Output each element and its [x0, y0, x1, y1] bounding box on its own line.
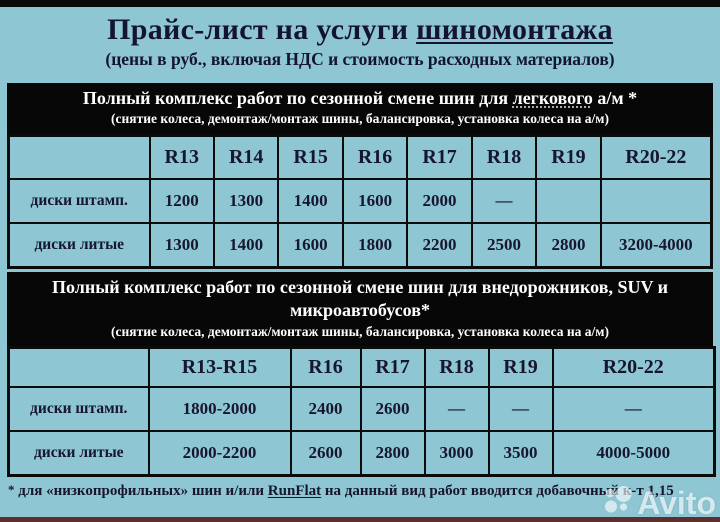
table-header-row: R13 R14 R15 R16 R17 R18 R19 R20-22	[7, 134, 713, 180]
page-title-underlined: шиномонтажа	[416, 13, 613, 46]
column-header: R17	[359, 346, 426, 389]
table-row: диски штамп. 1800-2000 2400 2600 — — —	[7, 386, 716, 433]
price-cell: 2000	[406, 177, 473, 224]
column-header: R13	[148, 134, 215, 180]
price-cell: —	[551, 386, 716, 433]
section1-header-post: а/м *	[592, 88, 638, 108]
price-cell: 1800-2000	[147, 386, 292, 433]
price-cell: 2400	[289, 386, 362, 433]
column-header: R16	[341, 134, 409, 180]
column-header: R13-R15	[147, 346, 292, 389]
section2-subheader: (снятие колеса, демонтаж/монтаж шины, ба…	[111, 323, 609, 339]
price-cell: 2600	[289, 430, 362, 477]
price-cell: 3500	[487, 430, 554, 477]
column-header: R14	[212, 134, 280, 180]
section2-header-line1: Полный комплекс работ по сезонной смене …	[51, 276, 669, 297]
section2-header-line2: микроавтобусов*	[290, 300, 430, 321]
column-header: R19	[487, 346, 554, 389]
row-label: диски литые	[7, 221, 151, 269]
price-cell: 2800	[535, 221, 602, 269]
section1-header-pre: Полный комплекс работ по сезонной смене …	[82, 88, 513, 108]
section2-header-bar: Полный комплекс работ по сезонной смене …	[7, 271, 713, 347]
section1-subheader: (снятие колеса, демонтаж/монтаж шины, ба…	[111, 111, 609, 127]
page-title: Прайс-лист на услуги шиномонтажа	[10, 12, 710, 48]
footnote-text-post: на данный вид работ вводится добавочный …	[321, 483, 674, 500]
passenger-price-table: R13 R14 R15 R16 R17 R18 R19 R20-22 диски…	[7, 133, 713, 269]
column-header: R18	[423, 346, 490, 389]
column-header: R20-22	[551, 346, 716, 389]
footnote-asterisk: *	[8, 482, 15, 498]
row-label: диски литые	[7, 430, 150, 477]
section1-header-line: Полный комплекс работ по сезонной смене …	[13, 87, 707, 110]
price-cell: —	[423, 386, 490, 433]
table-row: диски литые 1300 1400 1600 1800 2200 250…	[7, 221, 713, 269]
price-cell: 3000	[423, 430, 490, 477]
column-header: R17	[406, 134, 473, 180]
section1-header-bar: Полный комплекс работ по сезонной смене …	[7, 83, 713, 134]
price-cell: 4000-5000	[551, 430, 716, 477]
price-cell: 1600	[341, 177, 409, 224]
column-header: R20-22	[599, 134, 713, 180]
column-header: R16	[289, 346, 362, 389]
price-cell: 1300	[212, 177, 280, 224]
column-header: R19	[535, 134, 602, 180]
price-cell	[535, 177, 602, 224]
price-cell	[599, 177, 713, 224]
footnote-text-pre: для «низкопрофильных» шин и/или	[14, 483, 268, 500]
price-cell: 2000-2200	[147, 430, 292, 477]
price-cell: 3200-4000	[599, 221, 713, 269]
table-header-row: R13-R15 R16 R17 R18 R19 R20-22	[7, 346, 716, 389]
price-cell: 2600	[359, 386, 426, 433]
footnote: * для «низкопрофильных» шин и/или RunFla…	[8, 483, 712, 500]
price-cell: 1600	[277, 221, 344, 269]
row-label: диски штамп.	[7, 177, 151, 224]
price-cell: 2200	[406, 221, 473, 269]
column-header: R15	[277, 134, 344, 180]
column-header: R18	[470, 134, 538, 180]
price-cell: 2500	[470, 221, 538, 269]
price-cell: 1200	[148, 177, 215, 224]
table-row: диски штамп. 1200 1300 1400 1600 2000 —	[7, 177, 713, 224]
price-cell: 2800	[359, 430, 426, 477]
footnote-runflat: RunFlat	[267, 483, 322, 500]
row-label: диски штамп.	[7, 386, 150, 433]
price-cell: —	[487, 386, 554, 433]
table-row: диски литые 2000-2200 2600 2800 3000 350…	[7, 430, 716, 477]
suv-price-table: R13-R15 R16 R17 R18 R19 R20-22 диски шта…	[7, 346, 716, 478]
price-cell: 1800	[341, 221, 409, 269]
price-cell: 1400	[277, 177, 344, 224]
price-cell: 1300	[148, 221, 215, 269]
top-border-strip	[0, 0, 720, 7]
page-title-text: Прайс-лист на услуги	[107, 13, 417, 46]
column-header	[7, 134, 151, 180]
price-cell: 1400	[212, 221, 280, 269]
section1-header-underlined: легкового	[512, 88, 593, 108]
price-cell: —	[470, 177, 538, 224]
page-subtitle: (цены в руб., включая НДС и стоимость ра…	[105, 49, 615, 69]
column-header	[7, 346, 150, 389]
bottom-border-strip	[0, 517, 720, 522]
